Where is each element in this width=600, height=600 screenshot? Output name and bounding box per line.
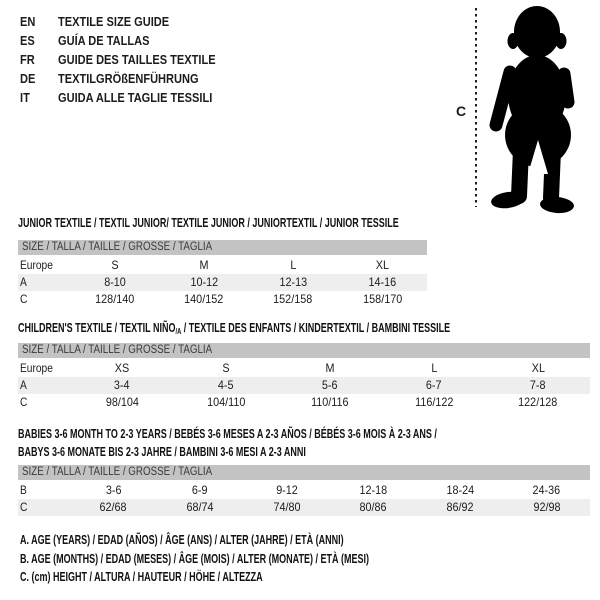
size-value-cell: 158/170 [362, 292, 402, 306]
junior-textile-section: JUNIOR TEXTILE / TEXTIL JUNIOR/ TEXTILE … [18, 214, 427, 308]
legend-notes: A. AGE (YEARS) / EDAD (AÑOS) / ÂGE (ANS)… [20, 531, 505, 587]
note-height: C. (cm) HEIGHT / ALTURA / HAUTEUR / HÖHE… [20, 570, 263, 584]
size-value-cell: M [325, 361, 335, 375]
table-row: A 3-4 4-5 5-6 6-7 7-8 [18, 377, 590, 394]
row-label: C [20, 500, 28, 514]
table-row: C 62/68 68/74 74/80 80/86 86/92 92/98 [18, 499, 590, 516]
size-value-cell: 152/158 [273, 292, 313, 306]
size-value-cell: 110/116 [311, 395, 349, 409]
table-rows: B 3-6 6-9 9-12 12-18 18-24 24-36 C 62/68 68/74 74/… [18, 482, 590, 516]
language-code: FR [20, 52, 35, 67]
size-value-cell: 8-10 [103, 275, 126, 289]
size-value-cell: 104/110 [206, 395, 246, 409]
size-value-cell: 6-9 [192, 483, 208, 497]
size-value-cell: 5-6 [322, 378, 338, 392]
size-value-cell: L [430, 361, 438, 375]
size-value-cell: 80/86 [359, 500, 387, 514]
language-title: GUIDA ALLE TAGLIE TESSILI [58, 90, 213, 105]
size-value-cell: XS [114, 361, 130, 375]
table-title: BABIES 3-6 MONTH TO 2-3 YEARS / BEBÉS 3-… [18, 427, 437, 459]
row-label: C [20, 395, 28, 409]
language-title: GUIDE DES TAILLES TEXTILE [58, 52, 216, 67]
table-rows: Europe XS S M L XL A 3-4 4-5 5-6 6-7 7-8 C 98/104 104/… [18, 360, 590, 411]
language-title: GUÍA DE TALLAS [58, 33, 150, 48]
size-value-cell: 92/98 [533, 500, 561, 514]
height-measure-label: C [456, 103, 467, 119]
size-value-cell: 116/122 [414, 395, 454, 409]
size-value-cell: 98/104 [105, 395, 139, 409]
size-header-band: SIZE / TALLA / TAILLE / GRÖSSE / TAGLIA [18, 240, 427, 255]
table-row: Europe S M L XL [18, 257, 427, 274]
size-value-cell: 18-24 [446, 483, 474, 497]
size-value-cell: XL [375, 258, 389, 272]
note-age-years: A. AGE (YEARS) / EDAD (AÑOS) / ÂGE (ANS)… [20, 533, 344, 547]
size-value-cell: 10-12 [190, 275, 218, 289]
table-row: A 8-10 10-12 12-13 14-16 [18, 274, 427, 291]
baby-silhouette [489, 6, 575, 214]
size-value-cell: 9-12 [275, 483, 298, 497]
size-value-cell: 122/128 [518, 395, 558, 409]
babies-textile-section: BABIES 3-6 MONTH TO 2-3 YEARS / BEBÉS 3-… [18, 425, 590, 516]
size-value-cell: 140/152 [184, 292, 224, 306]
row-label: A [20, 378, 27, 392]
table-rows: Europe S M L XL A 8-10 10-12 12-13 14-16 C 128/140 1… [18, 257, 427, 308]
size-value-cell: 6-7 [426, 378, 442, 392]
size-value-cell: XL [531, 361, 545, 375]
note-age-months: B. AGE (MONTHS) / EDAD (MESES) / ÂGE (MO… [20, 551, 369, 566]
size-value-cell: 4-5 [218, 378, 234, 392]
size-value-cell: 12-18 [359, 483, 388, 497]
size-value-cell: S [111, 258, 119, 272]
table-row: C 128/140 140/152 152/158 158/170 [18, 291, 427, 308]
row-label: C [20, 292, 28, 306]
language-title: TEXTILGRÖßENFÜHRUNG [58, 71, 199, 86]
size-value-cell: 24-36 [532, 483, 561, 497]
size-header-band: SIZE / TALLA / TAILLE / GRÖSSE / TAGLIA [18, 343, 590, 358]
language-code: IT [20, 90, 30, 105]
language-code: EN [20, 14, 36, 29]
size-value-cell: 7-8 [530, 378, 546, 392]
size-value-cell: S [222, 361, 230, 375]
size-header-band: SIZE / TALLA / TAILLE / GRÖSSE / TAGLIA [18, 465, 590, 480]
size-value-cell: 68/74 [186, 500, 214, 514]
children-textile-section: CHILDREN'S TEXTILE / TEXTIL NIÑO/A / TEX… [18, 319, 590, 411]
baby-height-figure [450, 0, 600, 215]
size-value-cell: 62/68 [99, 500, 127, 514]
row-label: Europe [20, 361, 53, 375]
row-label: B [20, 483, 27, 497]
language-code: ES [20, 33, 35, 48]
size-value-cell: L [290, 258, 297, 272]
size-value-cell: M [199, 258, 209, 272]
table-row: C 98/104 104/110 110/116 116/122 122/128 [18, 394, 590, 411]
row-label: A [20, 275, 27, 289]
table-row: Europe XS S M L XL [18, 360, 590, 377]
table-title: CHILDREN'S TEXTILE / TEXTIL NIÑO/A / TEX… [18, 321, 451, 336]
size-value-cell: 3-4 [114, 378, 130, 392]
baby-silhouette-icon [475, 6, 575, 214]
size-value-cell: 74/80 [273, 500, 301, 514]
language-title: TEXTILE SIZE GUIDE [58, 14, 170, 29]
size-value-cell: 14-16 [368, 275, 397, 289]
size-value-cell: 86/92 [446, 500, 474, 514]
size-value-cell: 3-6 [105, 483, 122, 497]
row-label: Europe [20, 258, 53, 272]
size-value-cell: 12-13 [279, 275, 307, 289]
language-code: DE [20, 71, 36, 86]
size-value-cell: 128/140 [95, 292, 135, 306]
table-row: B 3-6 6-9 9-12 12-18 18-24 24-36 [18, 482, 590, 499]
table-title: JUNIOR TEXTILE / TEXTIL JUNIOR/ TEXTILE … [18, 216, 399, 230]
